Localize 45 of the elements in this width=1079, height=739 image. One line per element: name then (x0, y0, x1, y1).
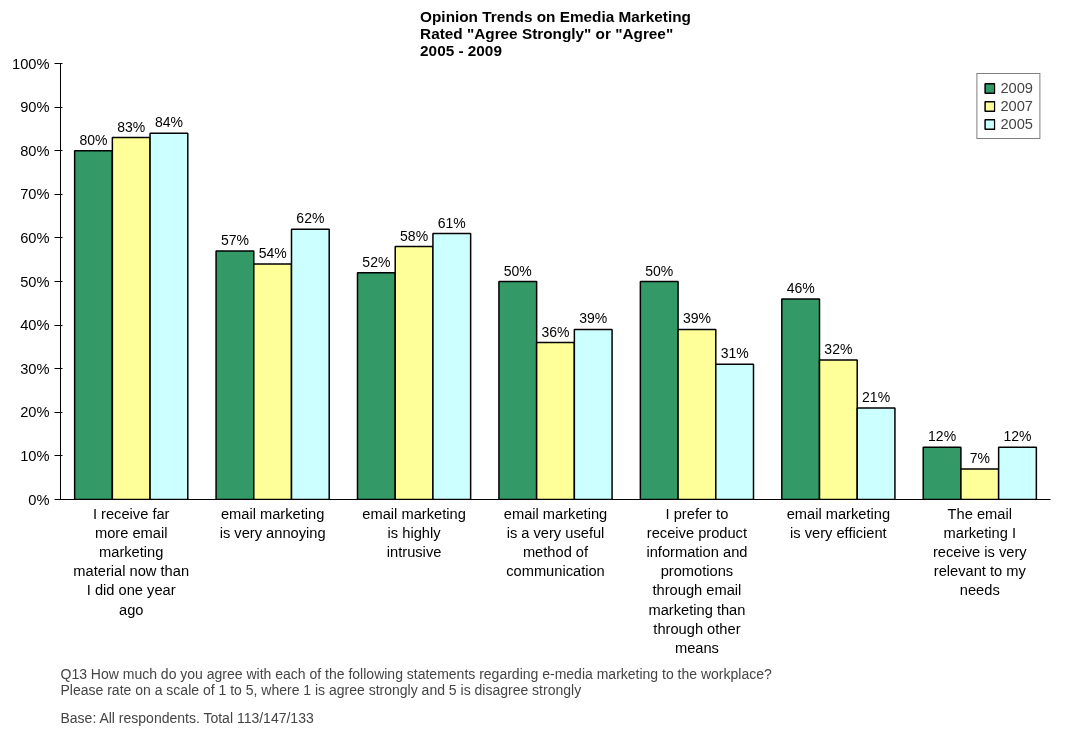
x-tick-label: email marketing is highly intrusive (362, 505, 466, 560)
data-label: 7% (969, 449, 990, 466)
chart-title: Opinion Trends on Emedia Marketing Rated "Agree Strongly" or "Agree" 2005 - 2009 (420, 7, 691, 59)
text: Q13 How much do you agree with each of the following statements regarding e-media marketing to the workplace? Please rate on a scale of 1 to 5, where 1 is agree strongly and 5 is disagree strongly (60, 665, 772, 698)
data-label: 12% (928, 428, 957, 445)
y-tick-label: 0% (28, 491, 50, 508)
x-tick-label: I receive far more email marketing material now than I did one year ago (73, 505, 190, 618)
data-label: 57% (220, 231, 249, 248)
y-tick-label: 20% (20, 404, 50, 421)
y-tick-label: 40% (20, 317, 50, 334)
data-label: 52% (362, 253, 391, 270)
y-tick-label: 60% (20, 229, 50, 246)
legend-label: 2009 (1000, 80, 1033, 96)
data-label: 50% (503, 262, 532, 279)
data-label: 32% (824, 340, 853, 357)
y-tick-label: 80% (20, 142, 50, 159)
y-tick-label: 90% (20, 99, 50, 116)
data-label: 39% (579, 310, 608, 327)
y-tick-label: 50% (20, 273, 50, 290)
data-label: 54% (258, 245, 287, 262)
x-tick-label: The email marketing I receive is very relevant to my needs (932, 505, 1028, 599)
data-label: 83% (117, 118, 146, 135)
y-tick-label: 10% (20, 447, 50, 464)
legend-label: 2005 (1000, 116, 1033, 132)
x-tick-label: email marketing is a very useful method of communication (503, 505, 608, 580)
data-label: 62% (296, 210, 325, 227)
data-label: 58% (400, 227, 429, 244)
data-label: 12% (1003, 428, 1032, 445)
data-label: 46% (786, 279, 815, 296)
data-label: 50% (645, 262, 674, 279)
y-tick-label: 30% (20, 360, 50, 377)
data-label: 21% (862, 388, 891, 405)
y-tick-label: 100% (12, 55, 50, 72)
text: Base: All respondents. Total 113/147/133 (60, 709, 314, 726)
x-tick-label: I prefer to receive product information and promotions through email marketing than through other means (646, 505, 748, 656)
data-label: 36% (541, 323, 570, 340)
x-tick-label: email marketing is very annoying (219, 505, 326, 541)
legend-label: 2007 (1000, 98, 1033, 114)
data-label: 84% (154, 114, 183, 131)
data-label: 31% (720, 345, 749, 362)
x-tick-label: email marketing is very efficient (786, 505, 891, 541)
data-label: 39% (682, 310, 711, 327)
data-label: 80% (79, 131, 108, 148)
y-tick-label: 70% (20, 186, 50, 203)
data-label: 61% (437, 214, 466, 231)
